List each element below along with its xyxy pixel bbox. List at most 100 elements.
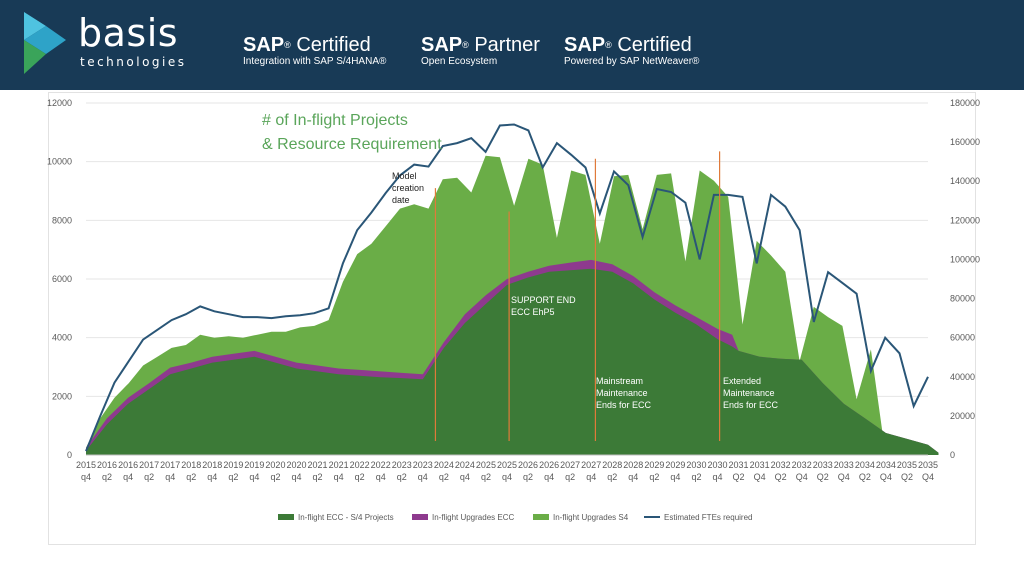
chart-annotation: creation (392, 183, 424, 193)
x-tick-quarter: Q2 (817, 472, 829, 482)
x-tick-quarter: q4 (376, 472, 386, 482)
x-tick-year: 2032 (792, 460, 812, 470)
x-tick-quarter: q2 (102, 472, 112, 482)
x-tick-year: 2027 (581, 460, 601, 470)
x-tick-year: 2026 (518, 460, 538, 470)
x-tick-year: 2019 (223, 460, 243, 470)
y-left-tick-label: 8000 (52, 215, 72, 225)
y-right-tick-label: 180000 (950, 98, 980, 108)
x-tick-year: 2015 (76, 460, 96, 470)
x-tick-year: 2016 (97, 460, 117, 470)
y-left-tick-label: 12000 (47, 98, 72, 108)
x-tick-year: 2034 (876, 460, 896, 470)
x-tick-quarter: Q4 (838, 472, 850, 482)
cert-title: Certified (290, 34, 371, 56)
x-tick-year: 2025 (476, 460, 496, 470)
y-right-tick-label: 60000 (950, 333, 975, 343)
x-tick-quarter: q4 (712, 472, 722, 482)
x-tick-year: 2030 (707, 460, 727, 470)
y-right-tick-label: 40000 (950, 372, 975, 382)
chart-annotation: SUPPORT END (511, 295, 576, 305)
chart-annotation: Ends for ECC (723, 400, 779, 410)
x-tick-year: 2028 (623, 460, 643, 470)
x-tick-quarter: q4 (670, 472, 680, 482)
x-tick-year: 2029 (644, 460, 664, 470)
chart-title: & Resource Requirement (262, 136, 442, 153)
x-tick-year: 2022 (350, 460, 370, 470)
x-tick-quarter: q4 (207, 472, 217, 482)
y-left-tick-label: 0 (67, 450, 72, 460)
x-tick-year: 2030 (686, 460, 706, 470)
cert-brand: SAP (564, 34, 606, 56)
x-tick-year: 2024 (455, 460, 475, 470)
y-right-tick-label: 80000 (950, 294, 975, 304)
cert-subtitle: Integration with SAP S/4HANA® (243, 56, 387, 67)
cert-reg: ® (462, 40, 469, 50)
x-tick-year: 2018 (202, 460, 222, 470)
x-tick-quarter: q2 (313, 472, 323, 482)
cert-subtitle: Powered by SAP NetWeaver® (564, 56, 700, 67)
chart-annotation: Maintenance (723, 388, 775, 398)
header-banner: basis technologies SAP® Certified Integr… (0, 0, 1024, 90)
cert-brand: SAP (243, 34, 285, 56)
cert-title: Certified (611, 34, 692, 56)
x-tick-quarter: q4 (544, 472, 554, 482)
y-right-tick-label: 0 (950, 450, 955, 460)
x-tick-quarter: q2 (481, 472, 491, 482)
y-right-tick-label: 100000 (950, 254, 980, 264)
cert-subtitle: Open Ecosystem (421, 56, 498, 67)
x-tick-quarter: q2 (565, 472, 575, 482)
x-tick-quarter: Q4 (796, 472, 808, 482)
x-tick-quarter: q2 (439, 472, 449, 482)
basis-logo-icon (24, 12, 66, 74)
y-left-tick-label: 2000 (52, 391, 72, 401)
x-tick-quarter: Q2 (901, 472, 913, 482)
chart-annotation: Extended (723, 376, 761, 386)
x-tick-quarter: q4 (123, 472, 133, 482)
x-tick-quarter: q4 (165, 472, 175, 482)
chart-annotation: ECC EhP5 (511, 307, 555, 317)
x-tick-year: 2033 (834, 460, 854, 470)
x-tick-quarter: q4 (418, 472, 428, 482)
x-tick-quarter: q4 (291, 472, 301, 482)
x-tick-quarter: q2 (523, 472, 533, 482)
x-tick-year: 2018 (181, 460, 201, 470)
fte-line (85, 123, 929, 452)
x-tick-quarter: q4 (502, 472, 512, 482)
x-tick-quarter: q4 (81, 472, 91, 482)
legend-swatch (412, 514, 428, 520)
x-tick-year: 2027 (560, 460, 580, 470)
chart-title: # of In-flight Projects (262, 112, 408, 129)
legend-label: In-flight Upgrades ECC (432, 513, 514, 522)
cert-reg: ® (605, 40, 612, 50)
x-tick-year: 2019 (244, 460, 264, 470)
x-tick-quarter: Q4 (880, 472, 892, 482)
x-tick-year: 2031 (750, 460, 770, 470)
legend-label: In-flight Upgrades S4 (553, 513, 629, 522)
x-tick-quarter: q4 (460, 472, 470, 482)
x-tick-year: 2023 (413, 460, 433, 470)
area-series-0 (86, 268, 939, 455)
x-tick-year: 2017 (139, 460, 159, 470)
x-tick-year: 2021 (329, 460, 349, 470)
chart-annotation: Model (392, 171, 417, 181)
x-tick-quarter: q2 (649, 472, 659, 482)
y-right-tick-label: 20000 (950, 411, 975, 421)
x-tick-year: 2035 (897, 460, 917, 470)
x-tick-quarter: q2 (607, 472, 617, 482)
x-tick-quarter: q2 (691, 472, 701, 482)
x-tick-year: 2032 (771, 460, 791, 470)
x-tick-quarter: Q2 (859, 472, 871, 482)
x-tick-year: 2035 (918, 460, 938, 470)
x-tick-quarter: q4 (628, 472, 638, 482)
x-tick-year: 2025 (497, 460, 517, 470)
y-right-tick-label: 120000 (950, 215, 980, 225)
x-tick-quarter: q4 (249, 472, 259, 482)
x-tick-quarter: q2 (355, 472, 365, 482)
x-tick-year: 2021 (308, 460, 328, 470)
y-left-tick-label: 10000 (47, 157, 72, 167)
x-tick-quarter: Q4 (754, 472, 766, 482)
x-tick-year: 2028 (602, 460, 622, 470)
cert-badge-partner: SAP® Partner Open Ecosystem (421, 34, 540, 68)
